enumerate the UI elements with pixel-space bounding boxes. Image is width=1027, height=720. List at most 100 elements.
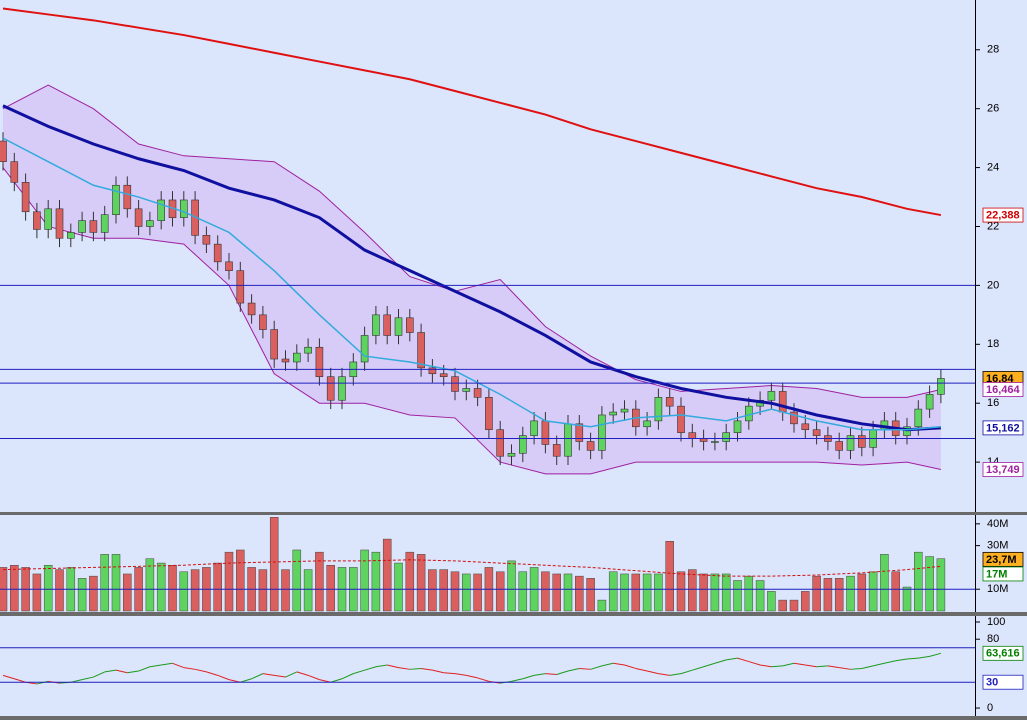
rsi-segment: [14, 678, 26, 683]
volume-bar: [111, 554, 121, 612]
rsi-segment: [669, 673, 682, 676]
moving-average-line: [2, 7, 942, 217]
volume-bar: [733, 580, 742, 612]
volume-bar: [789, 599, 799, 612]
rsi-segment: [545, 673, 557, 675]
candle-body: [315, 346, 324, 377]
volume-bar: [315, 551, 324, 612]
candle-body: [281, 358, 290, 363]
rsi-segment: [206, 671, 218, 676]
volume-bar: [552, 573, 561, 612]
value-label-box: [982, 645, 1024, 661]
candle-body: [609, 411, 618, 416]
volume-bar: [224, 551, 234, 612]
rsi-segment: [884, 660, 896, 664]
candle-body: [360, 335, 369, 363]
rsi-segment: [522, 674, 535, 680]
volume-bar: [269, 517, 279, 612]
volume-bar: [665, 541, 674, 612]
candle-body: [0, 140, 7, 162]
candle-body: [541, 420, 550, 445]
rsi-segment: [285, 671, 298, 678]
y-tick-label: 20: [987, 279, 999, 291]
volume-bar: [281, 569, 290, 612]
rsi-segment: [737, 657, 749, 663]
volume-bar: [767, 591, 776, 612]
volume-bar: [563, 573, 573, 612]
y-tick-label: 22: [987, 220, 999, 232]
candle-body: [157, 199, 165, 221]
rsi-segment: [2, 674, 15, 680]
candle-body: [801, 423, 810, 431]
candle-body: [586, 441, 595, 451]
rsi-segment: [149, 664, 162, 668]
volume-bar: [123, 573, 132, 612]
y-tick-label: 18: [987, 338, 999, 350]
volume-bar: [145, 558, 155, 612]
candle-body: [598, 414, 606, 451]
candle-body: [33, 211, 41, 230]
rsi-segment: [646, 670, 659, 675]
candle-body: [213, 243, 222, 263]
rsi-segment: [477, 677, 490, 682]
candle-body: [202, 235, 211, 245]
rsi-segment: [466, 674, 478, 679]
volume-bar: [258, 569, 268, 612]
y-tick-label: 28: [987, 44, 999, 56]
volume-bar: [880, 554, 889, 612]
volume-average-line: [2, 559, 941, 577]
rsi-segment: [454, 673, 467, 676]
rsi-segment: [579, 667, 591, 670]
candle-body: [643, 420, 651, 428]
volume-bar: [518, 571, 528, 612]
rsi-segment: [805, 664, 817, 668]
candle-body: [417, 332, 425, 369]
volume-bar: [608, 571, 618, 612]
candle-body: [372, 314, 380, 336]
value-label-box: [982, 566, 1024, 582]
candle-body: [247, 302, 256, 316]
candle-body: [134, 208, 143, 227]
volume-bar: [32, 573, 42, 612]
volume-bar: [495, 571, 505, 612]
candle-body: [473, 388, 482, 398]
volume-bar: [77, 578, 87, 612]
rsi-segment: [274, 674, 286, 678]
rsi-segment: [714, 659, 727, 664]
rsi-segment: [398, 667, 410, 670]
volume-bar: [462, 573, 471, 612]
candle-body: [112, 184, 120, 216]
candle-body: [78, 220, 86, 233]
value-label: 16,84: [986, 373, 1014, 385]
volume-bar: [236, 549, 245, 612]
y-tick-label: 10M: [987, 583, 1008, 595]
volume-bar: [473, 573, 482, 612]
rsi-segment: [556, 670, 569, 675]
volume-bar: [541, 571, 550, 612]
volume-bar: [642, 573, 652, 612]
candle-body: [259, 314, 267, 330]
rsi-segment: [307, 674, 320, 681]
value-label-box: [982, 382, 1024, 397]
volume-bar: [868, 571, 878, 612]
volume-bar: [710, 573, 720, 612]
volume-bar: [394, 562, 403, 612]
candle-body: [496, 429, 505, 457]
rsi-segment: [443, 672, 456, 675]
candle-body: [225, 261, 233, 271]
rsi-segment: [240, 678, 252, 683]
rsi-segment: [613, 662, 625, 666]
rsi-segment: [262, 673, 275, 676]
rsi-segment: [703, 662, 716, 668]
rsi-segment: [726, 657, 738, 661]
volume-bar: [857, 573, 867, 612]
rsi-segment: [872, 662, 885, 667]
rsi-segment: [816, 665, 828, 668]
volume-bar: [89, 575, 98, 612]
volume-bar: [846, 575, 855, 612]
volume-bar: [43, 564, 53, 612]
volume-bar: [179, 571, 189, 612]
candle-body: [857, 435, 866, 448]
rsi-segment: [341, 673, 354, 680]
